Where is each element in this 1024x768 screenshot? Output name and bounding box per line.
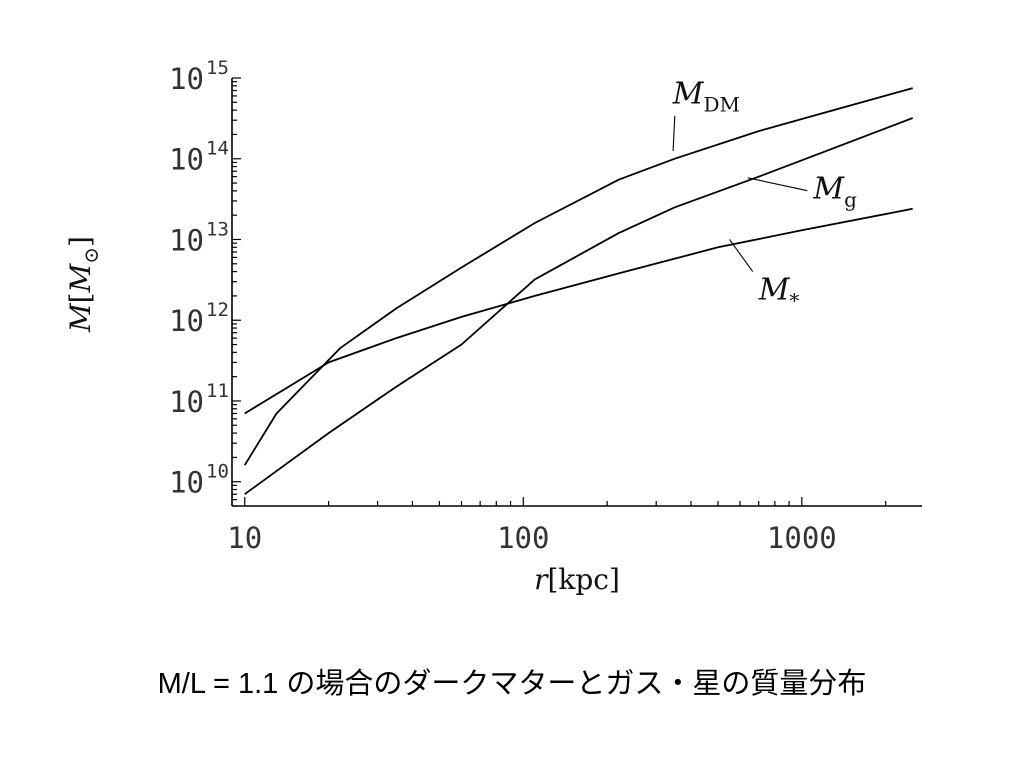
y-tick-exponent: 11	[206, 380, 229, 402]
y-tick-label: 10	[169, 304, 204, 338]
x-tick-label: 1000	[767, 521, 837, 555]
leader-line-g	[747, 177, 808, 192]
axes	[231, 78, 922, 507]
y-tick-label: 10	[169, 62, 204, 96]
axis-labels: r[kpc] M[M⊙]	[64, 236, 620, 596]
x-tick-label: 100	[497, 521, 549, 555]
y-tick-exponent: 12	[206, 299, 229, 321]
leader-line-DM	[672, 115, 676, 151]
y-tick-exponent: 10	[206, 461, 229, 483]
y-tick-exponent: 15	[206, 57, 229, 79]
series-line-g	[244, 117, 914, 495]
leader-line-*	[729, 239, 754, 272]
series-lines	[243, 87, 914, 495]
series-label-*: M*	[758, 273, 800, 313]
series-line-*	[244, 207, 913, 415]
y-tick-label: 10	[169, 385, 204, 419]
y-tick-label: 10	[169, 223, 204, 257]
series-label-g: Mg	[812, 172, 857, 212]
series-line-DM	[243, 87, 913, 466]
y-tick-exponent: 13	[206, 218, 229, 240]
y-tick-label: 10	[169, 466, 204, 500]
series-label-DM: MDM	[672, 77, 740, 117]
x-axis-label: r[kpc]	[534, 563, 620, 596]
y-tick-exponent: 14	[206, 138, 229, 160]
y-tick-label: 10	[169, 143, 204, 177]
series-labels: MDM Mg M*	[672, 77, 857, 313]
x-tick-label: 10	[227, 521, 262, 555]
y-axis-label: M[M⊙]	[64, 236, 103, 333]
chart-caption: M/L = 1.1 の場合のダークマターとガス・星の質量分布	[157, 668, 867, 700]
